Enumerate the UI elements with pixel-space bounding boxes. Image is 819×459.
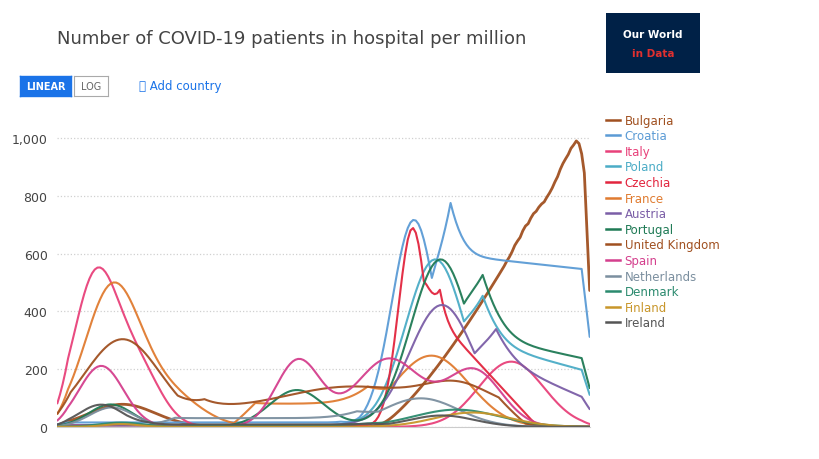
Text: Our World: Our World <box>623 30 683 39</box>
Text: LOG: LOG <box>81 82 101 92</box>
Text: Number of COVID-19 patients in hospital per million: Number of COVID-19 patients in hospital … <box>57 30 527 48</box>
Text: LINEAR: LINEAR <box>26 82 66 92</box>
Text: in Data: in Data <box>632 50 674 59</box>
Text: ➕ Add country: ➕ Add country <box>139 80 222 93</box>
Legend: Bulgaria, Croatia, Italy, Poland, Czechia, France, Austria, Portugal, United Kin: Bulgaria, Croatia, Italy, Poland, Czechi… <box>601 110 724 335</box>
